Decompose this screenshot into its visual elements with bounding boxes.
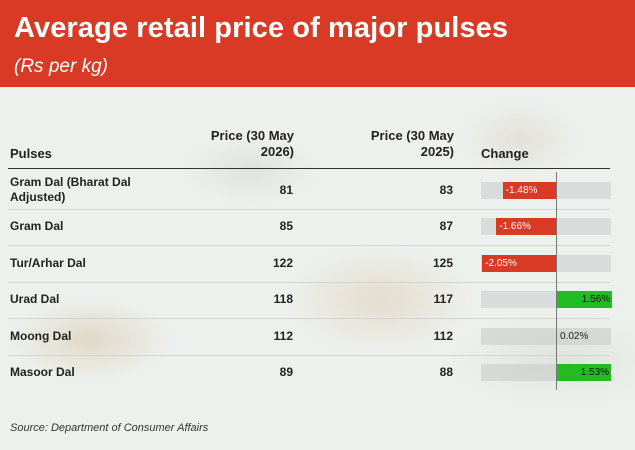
pulse-name-line2: Adjusted) <box>10 190 66 205</box>
row-divider <box>8 208 610 210</box>
chart-title: Average retail price of major pulses <box>14 12 509 44</box>
column-header-price-2026: Price (30 May 2026) <box>190 128 294 160</box>
price-2026: 118 <box>273 292 293 307</box>
price-2026: 122 <box>272 255 293 270</box>
price-2025: 83 <box>439 182 453 197</box>
price-2025: 117 <box>433 292 453 307</box>
pulse-name-line1: Moong Dal <box>10 328 72 343</box>
price-2025: 88 <box>439 365 453 380</box>
price-2026: 85 <box>279 219 293 234</box>
pulse-name-line1: Gram Dal <box>10 219 64 234</box>
source-note: Source: Department of Consumer Affairs <box>10 422 209 434</box>
chart-subtitle: (Rs per kg) <box>14 56 108 77</box>
pulse-name: Masoor Dal <box>10 365 75 380</box>
change-bar-track <box>481 327 611 345</box>
row-divider <box>8 318 610 319</box>
row-divider <box>8 281 610 283</box>
pulse-name: Gram Dal (Bharat Dal Adjusted) <box>10 175 131 205</box>
price-2026: 112 <box>273 328 293 343</box>
pulse-name: Moong Dal <box>10 329 71 344</box>
change-label: 1.56% <box>581 294 611 306</box>
title-banner: Average retail price of major pulses (Rs… <box>0 0 635 87</box>
change-bar <box>496 218 556 236</box>
price-2025: 112 <box>433 328 453 343</box>
column-header-pulses: Pulses <box>10 146 52 161</box>
change-zero-axis <box>556 172 557 390</box>
row-divider <box>8 245 610 246</box>
column-header-price-2025-line2: 2025) <box>420 144 454 159</box>
change-bar <box>556 291 613 309</box>
pulse-name: Tur/Arhar Dal <box>10 256 86 271</box>
pulse-name-line1: Masoor Dal <box>10 365 75 380</box>
row-divider <box>8 354 610 356</box>
price-2026: 89 <box>279 365 293 380</box>
pulse-name-line1: Urad Dal <box>10 292 60 307</box>
price-2025: 125 <box>432 255 453 270</box>
change-bar <box>502 181 556 199</box>
column-header-price-2026-line1: Price (30 May <box>210 128 294 143</box>
column-header-price-2025: Price (30 May 2025) <box>348 128 454 160</box>
column-header-price-2025-line1: Price (30 May <box>370 128 454 143</box>
pulse-name: Urad Dal <box>10 292 59 307</box>
pulse-name: Gram Dal <box>10 219 63 234</box>
pulse-name-line1: Gram Dal (Bharat Dal <box>10 175 131 190</box>
price-2025: 87 <box>439 219 453 234</box>
column-header-change: Change <box>481 146 529 161</box>
price-2026: 81 <box>279 182 293 197</box>
change-label: -1.48% <box>505 184 538 196</box>
change-label: 0.02% <box>560 330 589 342</box>
pulse-name-line1: Tur/Arhar Dal <box>10 255 86 270</box>
change-label: -2.05% <box>485 257 517 269</box>
change-bar <box>482 254 556 272</box>
change-label: -1.66% <box>499 221 531 233</box>
change-bar <box>556 364 612 382</box>
change-label: 1.53% <box>580 367 610 379</box>
header-divider <box>8 168 610 169</box>
column-header-price-2026-line2: 2026) <box>260 144 294 159</box>
